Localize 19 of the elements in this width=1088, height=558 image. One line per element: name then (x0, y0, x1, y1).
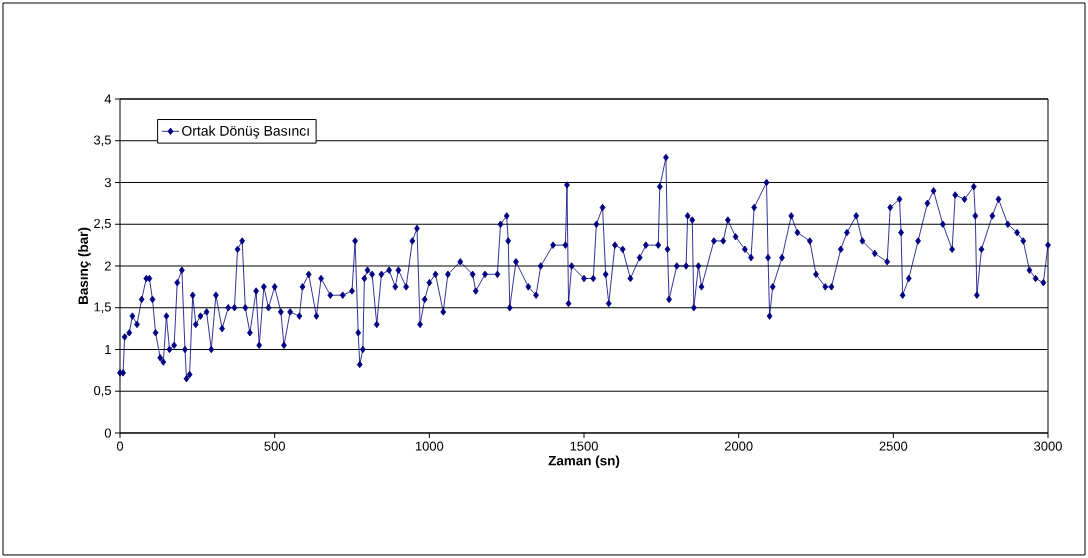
y-tick-label: 3 (104, 177, 111, 188)
x-tick-label: 500 (264, 441, 285, 451)
x-tick-label: 1000 (415, 441, 444, 451)
y-tick-label: 1,5 (94, 302, 111, 314)
x-tick-label: 3000 (1034, 441, 1062, 451)
x-tick-label: 2500 (879, 441, 908, 451)
y-axis-title: Basınç (bar) (78, 227, 91, 304)
y-tick-label: 2,5 (94, 218, 111, 230)
y-tick-label: 0,5 (93, 385, 111, 397)
y-tick-label: 0 (104, 428, 111, 438)
x-tick-label: 2000 (724, 441, 753, 451)
x-tick-label: 1500 (570, 441, 598, 451)
x-tick-label: 0 (116, 441, 124, 451)
x-axis-title: Zaman (sn) (548, 455, 620, 469)
y-tick-label: 3,5 (93, 135, 111, 147)
legend-label: Ortak Dönüş Basıncı (182, 125, 309, 139)
y-tick-label: 2 (104, 261, 111, 271)
y-tick-label: 4 (104, 94, 112, 104)
y-tick-label: 1 (105, 345, 111, 354)
